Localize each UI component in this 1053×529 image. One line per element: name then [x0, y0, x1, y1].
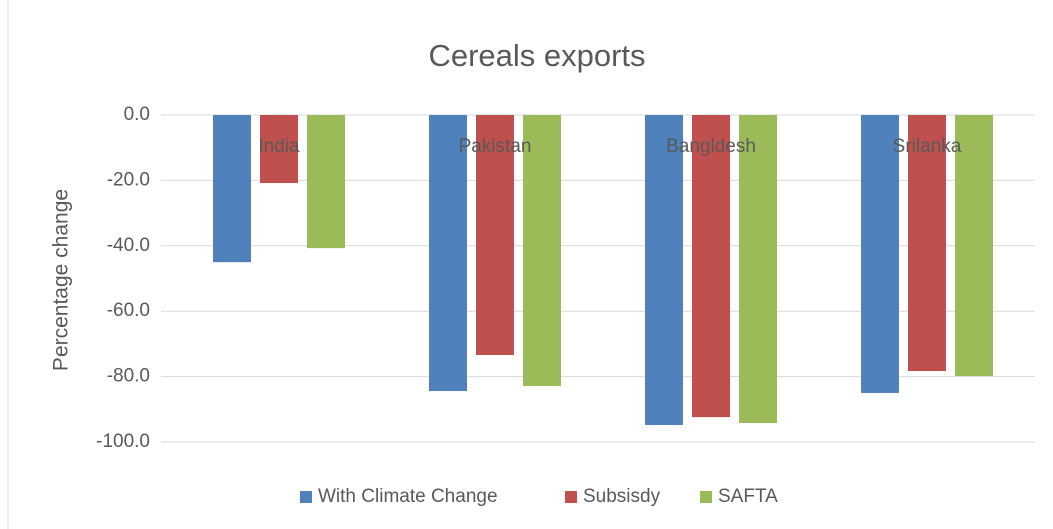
bar [523, 115, 561, 387]
chart-title: Cereals exports [428, 38, 645, 73]
bar [307, 115, 345, 249]
bar [861, 115, 899, 393]
bar [645, 115, 683, 425]
y-axis-label: Percentage change [50, 189, 73, 371]
y-tick-label: -40.0 [107, 235, 150, 256]
legend-label: With Climate Change [318, 486, 498, 507]
y-tick-label: -80.0 [107, 366, 150, 387]
bar [429, 115, 467, 391]
legend-label: Subsisdy [583, 486, 661, 507]
legend-label: SAFTA [718, 486, 778, 507]
bar [260, 115, 298, 184]
y-tick-label: -60.0 [107, 300, 150, 321]
bar [213, 115, 251, 263]
legend-swatch [565, 491, 577, 503]
bar [908, 115, 946, 372]
y-tick-label: 0.0 [124, 104, 150, 125]
legend-swatch [700, 491, 712, 503]
y-tick-label: -20.0 [107, 169, 150, 190]
legend-swatch [300, 491, 312, 503]
bar [692, 115, 730, 418]
bar [955, 115, 993, 376]
x-tick-label: India [258, 136, 300, 157]
bar [476, 115, 514, 356]
x-tick-label: Bangldesh [666, 136, 756, 157]
x-tick-label: Pakistan [459, 136, 532, 157]
bar [739, 115, 777, 424]
x-tick-label: Srilanka [893, 136, 962, 157]
y-tick-label: -100.0 [96, 431, 150, 452]
